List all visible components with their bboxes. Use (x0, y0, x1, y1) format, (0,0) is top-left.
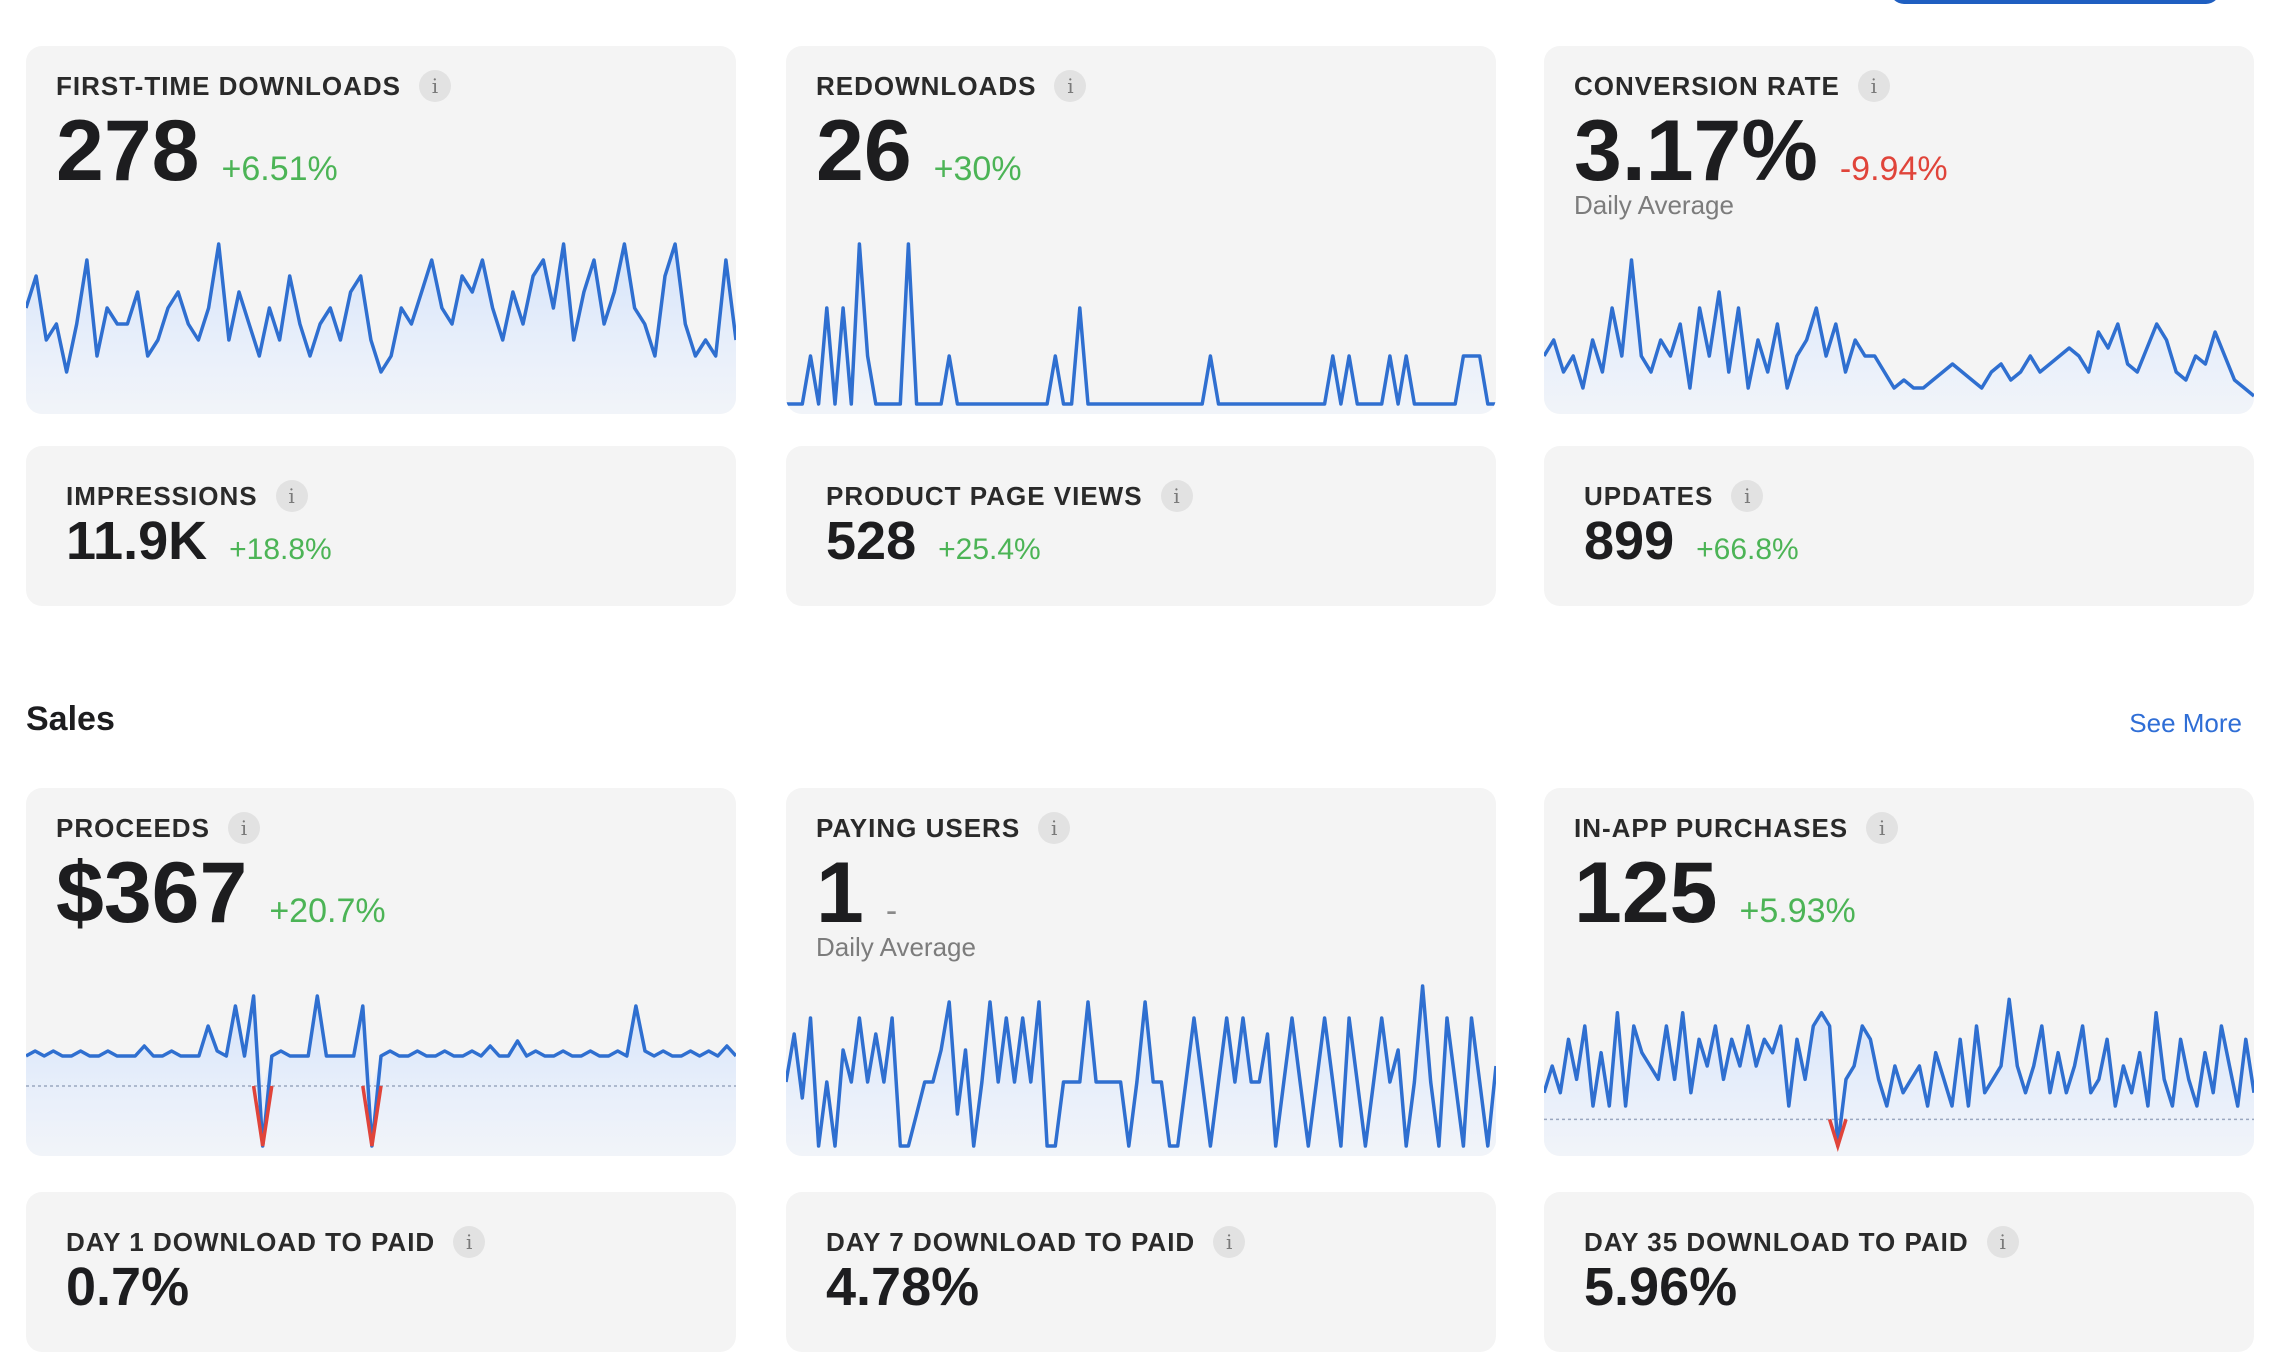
day7-download-to-paid-card[interactable]: DAY 7 DOWNLOAD TO PAID i 4.78% (786, 1192, 1496, 1352)
info-icon[interactable]: i (1213, 1226, 1246, 1258)
info-icon[interactable]: i (1160, 480, 1193, 512)
metric-subtitle: Daily Average (816, 932, 976, 962)
sparkline-chart (786, 984, 1496, 1156)
info-icon[interactable]: i (1857, 70, 1890, 102)
updates-card[interactable]: UPDATES i 899 +66.8% (1544, 446, 2254, 606)
card-title: IN-APP PURCHASES (1574, 812, 1849, 843)
sparkline-area (1544, 260, 2254, 414)
negative-segment (1827, 1118, 1848, 1152)
info-icon[interactable]: i (1038, 812, 1071, 844)
see-more-link[interactable]: See More (2129, 708, 2242, 738)
impressions-card[interactable]: IMPRESSIONS i 11.9K +18.8% (26, 446, 736, 606)
info-icon[interactable]: i (275, 480, 308, 512)
metric-value: 3.17% (1574, 103, 1818, 199)
paying-users-card[interactable]: PAYING USERS i 1 - Daily Average (786, 788, 1496, 1156)
metric-delta: +30% (933, 150, 1022, 188)
day35-download-to-paid-card[interactable]: DAY 35 DOWNLOAD TO PAID i 5.96% (1544, 1192, 2254, 1352)
metric-delta: +6.51% (221, 150, 338, 188)
card-title: REDOWNLOADS (816, 70, 1037, 101)
metric-value: 5.96% (1584, 1257, 1738, 1317)
card-title: CONVERSION RATE (1574, 70, 1840, 101)
info-icon[interactable]: i (1866, 812, 1899, 844)
metric-value: 0.7% (66, 1257, 190, 1317)
sparkline-area (1544, 999, 2254, 1156)
metric-delta: -9.94% (1839, 150, 1948, 188)
info-icon[interactable]: i (1986, 1226, 2019, 1258)
info-icon[interactable]: i (418, 70, 451, 102)
sparkline-chart (26, 242, 736, 414)
card-title: IMPRESSIONS (66, 480, 258, 511)
metric-delta: - (885, 892, 898, 930)
card-title: DAY 35 DOWNLOAD TO PAID (1584, 1226, 1969, 1257)
section-title: Sales (26, 700, 115, 738)
sparkline-line (1544, 997, 2254, 1148)
metric-value: 1 (816, 845, 864, 941)
negative-segment (361, 1085, 383, 1147)
metric-value: 528 (826, 511, 917, 571)
first-time-downloads-card[interactable]: FIRST-TIME DOWNLOADS i 278 +6.51% (26, 46, 736, 414)
sparkline-chart (1544, 258, 2254, 414)
sparkline-area (786, 986, 1496, 1156)
metric-delta: +66.8% (1696, 533, 1799, 566)
negative-segment (251, 1085, 274, 1147)
info-icon[interactable]: i (227, 812, 260, 844)
metric-value: 4.78% (826, 1257, 980, 1317)
product-page-views-card[interactable]: PRODUCT PAGE VIEWS i 528 +25.4% (786, 446, 1496, 606)
card-title: PROCEEDS (56, 812, 210, 843)
proceeds-card[interactable]: PROCEEDS i $367 +20.7% (26, 788, 736, 1156)
card-title: PAYING USERS (816, 812, 1021, 843)
sparkline-line (26, 242, 736, 374)
metric-subtitle: Daily Average (1574, 190, 1734, 220)
metric-delta: +20.7% (269, 892, 386, 930)
metric-value: 11.9K (66, 511, 208, 571)
card-title: PRODUCT PAGE VIEWS (826, 480, 1143, 511)
metric-value: 278 (56, 103, 200, 199)
metric-value: 125 (1574, 845, 1718, 941)
card-title: UPDATES (1584, 480, 1714, 511)
redownloads-card[interactable]: REDOWNLOADS i 26 +30% (786, 46, 1496, 414)
info-icon[interactable]: i (1054, 70, 1087, 102)
metric-value: 26 (816, 103, 912, 199)
sparkline-line (26, 994, 736, 1148)
top-action-button[interactable] (1890, 0, 2220, 4)
sparkline-line (786, 242, 1496, 406)
card-title: FIRST-TIME DOWNLOADS (56, 70, 401, 101)
metric-delta: +18.8% (229, 533, 332, 566)
card-title: DAY 1 DOWNLOAD TO PAID (66, 1226, 436, 1257)
info-icon[interactable]: i (1731, 480, 1764, 512)
sparkline-area (786, 244, 1496, 414)
sparkline-chart (1544, 997, 2254, 1156)
in-app-purchases-card[interactable]: IN-APP PURCHASES i 125 +5.93% (1544, 788, 2254, 1156)
sparkline-area (26, 996, 736, 1156)
metric-value: 899 (1584, 511, 1675, 571)
card-title: DAY 7 DOWNLOAD TO PAID (826, 1226, 1196, 1257)
day1-download-to-paid-card[interactable]: DAY 1 DOWNLOAD TO PAID i 0.7% (26, 1192, 736, 1352)
metric-delta: +5.93% (1739, 892, 1856, 930)
metric-delta: +25.4% (938, 533, 1041, 566)
sparkline-chart (26, 994, 736, 1156)
sparkline-chart (786, 242, 1496, 414)
sparkline-line (1544, 258, 2254, 398)
info-icon[interactable]: i (453, 1226, 486, 1258)
metric-value: $367 (56, 845, 248, 941)
sparkline-line (786, 984, 1496, 1148)
conversion-rate-card[interactable]: CONVERSION RATE i 3.17% -9.94% Daily Ave… (1544, 46, 2254, 414)
